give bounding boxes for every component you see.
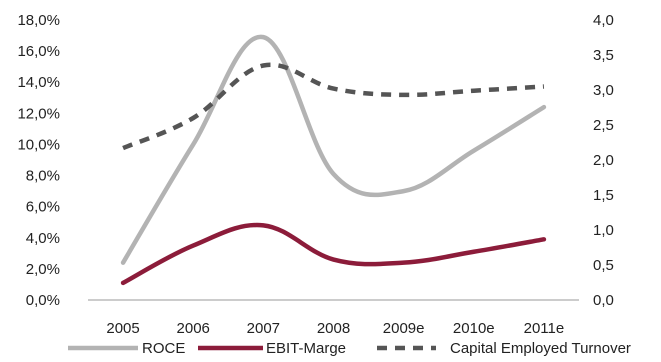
left-tick-label: 8,0% — [26, 168, 60, 185]
right-tick-label: 2,5 — [593, 117, 614, 134]
series-lines — [120, 34, 547, 286]
left-tick-label: 18,0% — [17, 12, 60, 29]
left-tick-label: 4,0% — [26, 230, 60, 247]
series-line-capital-employed-turnover — [122, 62, 545, 151]
right-tick-label: 0,0 — [593, 292, 614, 309]
left-tick-label: 16,0% — [17, 43, 60, 60]
legend: ROCE EBIT-Marge Capital Employed Turnover — [68, 340, 631, 357]
x-tick-label: 2006 — [177, 320, 210, 337]
right-axis-ticks: 0,0 0,5 1,0 1,5 2,0 2,5 3,0 3,5 4,0 — [593, 12, 614, 309]
x-axis-ticks: 2005 2006 2007 2008 2009e 2010e 2011e — [106, 320, 564, 337]
left-tick-label: 6,0% — [26, 199, 60, 216]
right-tick-label: 2,0 — [593, 152, 614, 169]
x-tick-label: 2005 — [106, 320, 139, 337]
x-tick-label: 2009e — [383, 320, 425, 337]
left-tick-label: 10,0% — [17, 136, 60, 153]
left-tick-label: 2,0% — [26, 261, 60, 278]
right-tick-label: 3,5 — [593, 47, 614, 64]
right-tick-label: 1,5 — [593, 187, 614, 204]
x-tick-label: 2008 — [317, 320, 350, 337]
left-tick-label: 14,0% — [17, 74, 60, 91]
left-tick-label: 12,0% — [17, 105, 60, 122]
x-tick-label: 2007 — [247, 320, 280, 337]
x-tick-label: 2010e — [453, 320, 495, 337]
right-tick-label: 4,0 — [593, 12, 614, 29]
right-tick-label: 3,0 — [593, 82, 614, 99]
left-axis-ticks: 0,0% 2,0% 4,0% 6,0% 8,0% 10,0% 12,0% 14,0% 16,0%… — [17, 12, 60, 309]
legend-label-roce: ROCE — [142, 340, 185, 357]
right-tick-label: 1,0 — [593, 222, 614, 239]
series-line-ebit-marge — [120, 222, 547, 286]
right-tick-label: 0,5 — [593, 257, 614, 274]
series-line-roce — [120, 34, 547, 265]
x-tick-label: 2011e — [524, 320, 565, 337]
legend-label-ebit-marge: EBIT-Marge — [266, 340, 346, 357]
legend-label-capital-employed-turnover: Capital Employed Turnover — [450, 340, 631, 357]
left-tick-label: 0,0% — [26, 292, 60, 309]
